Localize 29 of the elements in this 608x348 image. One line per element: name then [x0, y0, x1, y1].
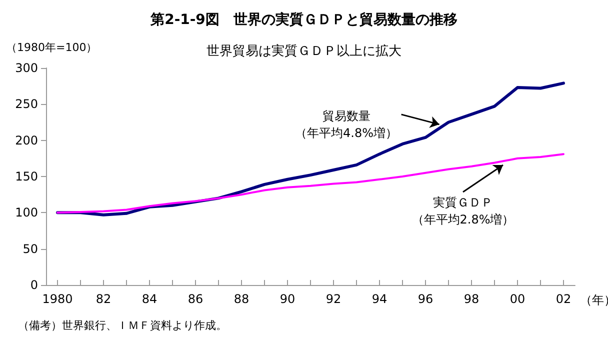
- y-tick-label: 150: [15, 170, 38, 184]
- x-tick-label: 02: [556, 292, 572, 306]
- y-tick-label: 0: [30, 278, 38, 292]
- x-tick-label: 96: [418, 292, 434, 306]
- y-tick-label: 300: [15, 61, 38, 75]
- x-tick-label: 00: [510, 292, 526, 306]
- series-label: 実質ＧＤＰ: [433, 196, 493, 210]
- x-tick-label: 1980: [42, 292, 73, 306]
- annotation: （年平均2.8%増）: [412, 212, 514, 226]
- y-tick-label: 50: [22, 242, 38, 256]
- x-tick-label: 86: [188, 292, 204, 306]
- y-tick-label: 200: [15, 133, 38, 148]
- text: 貿易数量: [322, 108, 370, 123]
- x-tick-label: 94: [372, 292, 388, 306]
- y-tick-label: 250: [15, 97, 38, 112]
- line-series: [56, 153, 564, 214]
- x-tick-label: 98: [464, 292, 480, 306]
- y-tick-label: 100: [15, 206, 38, 220]
- x-axis-title: （年）: [580, 293, 608, 307]
- chart-subtitle: 世界貿易は実質ＧＤＰ以上に拡大: [206, 43, 402, 59]
- x-tick-label: 84: [142, 292, 158, 306]
- text: （備考）世界銀行、ＩＭＦ資料より作成。: [18, 319, 227, 332]
- x-tick-label: 88: [234, 292, 250, 306]
- x-tick-label: 92: [326, 292, 342, 306]
- x-tick-label: 82: [96, 292, 112, 306]
- y-axis-title: （1980年=100）: [6, 41, 98, 54]
- chart-title: 第2-1-9図 世界の実質ＧＤＰと貿易数量の推移: [150, 11, 458, 28]
- x-tick-label: 90: [280, 292, 296, 306]
- annotation: （年平均4.8%増）: [295, 126, 398, 140]
